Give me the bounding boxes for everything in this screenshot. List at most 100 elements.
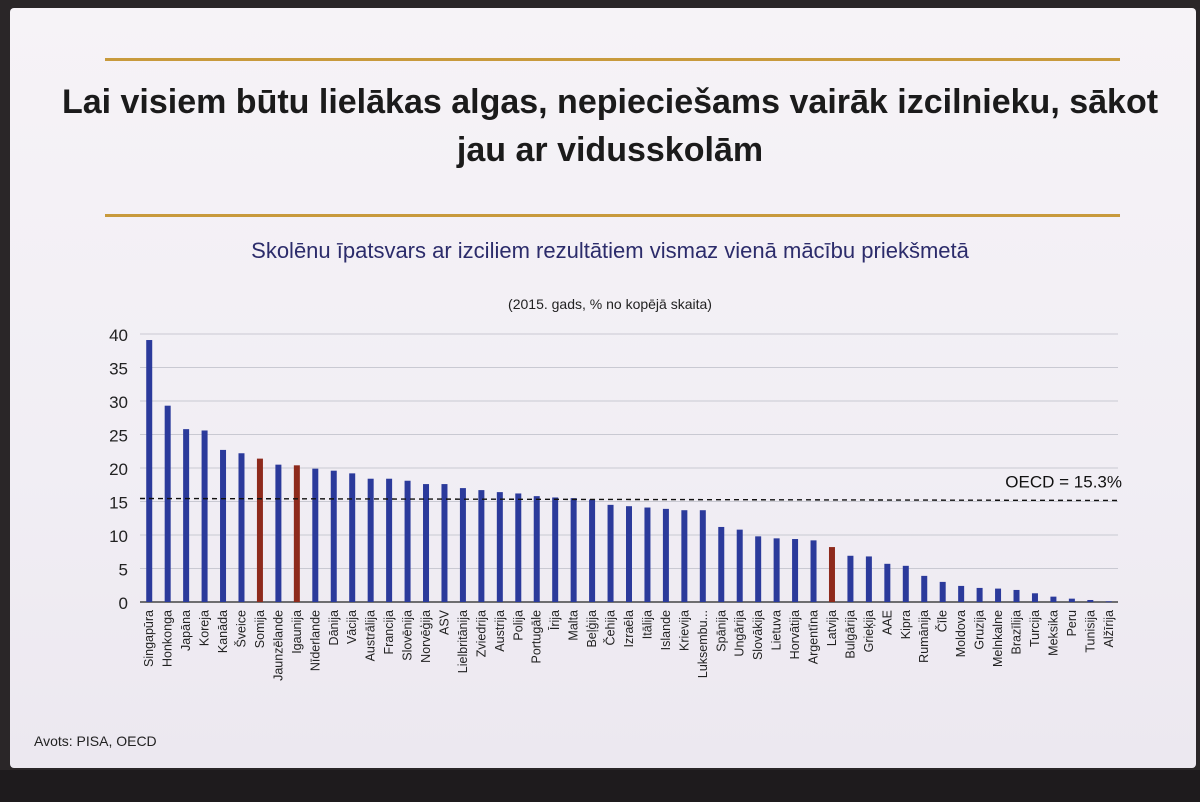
bar bbox=[828, 547, 835, 602]
bar bbox=[718, 526, 725, 602]
category-label: Čehija bbox=[603, 610, 618, 645]
category-label: Japāna bbox=[179, 610, 193, 651]
category-label: Moldova bbox=[954, 610, 968, 657]
category-label: Itālija bbox=[640, 610, 654, 639]
slide-title: Lai visiem būtu lielākas algas, nepiecie… bbox=[61, 83, 1159, 169]
category-label: AAE bbox=[880, 610, 894, 635]
slide bbox=[10, 8, 1196, 768]
bar bbox=[183, 429, 190, 602]
bar bbox=[423, 484, 430, 602]
bar bbox=[1013, 589, 1020, 602]
category-label: Horvātija bbox=[788, 610, 802, 659]
category-label: Melnkalne bbox=[991, 610, 1005, 667]
bar bbox=[626, 506, 632, 602]
y-tick-label: 20 bbox=[109, 460, 128, 479]
category-label: Zviedrija bbox=[474, 610, 488, 657]
chart-note: (2015. gads, % no kopējā skaita) bbox=[508, 296, 712, 312]
screen-edge bbox=[0, 770, 1200, 802]
bar bbox=[976, 587, 983, 602]
bar bbox=[349, 473, 356, 602]
bar bbox=[201, 430, 208, 602]
bar bbox=[220, 449, 227, 602]
bar bbox=[1068, 598, 1075, 602]
category-label: Koreja bbox=[198, 610, 212, 646]
bar bbox=[902, 565, 909, 602]
category-label: Īrija bbox=[548, 610, 562, 630]
bar bbox=[441, 484, 448, 602]
category-label: Vācija bbox=[345, 610, 359, 644]
bar bbox=[755, 536, 762, 602]
bar bbox=[607, 504, 614, 602]
y-tick-label: 30 bbox=[109, 393, 128, 412]
category-label: Islande bbox=[659, 610, 673, 650]
bar bbox=[275, 464, 282, 602]
category-label: Izraēla bbox=[622, 610, 636, 648]
bar bbox=[1050, 596, 1057, 602]
category-label: Igaunija bbox=[290, 610, 304, 654]
category-label: Malta bbox=[567, 610, 581, 641]
bar bbox=[1087, 599, 1094, 602]
category-label: Lietuva bbox=[770, 610, 784, 650]
bar bbox=[312, 468, 319, 602]
category-label: Portugāle bbox=[530, 610, 544, 664]
category-label: Francija bbox=[382, 610, 396, 655]
bar bbox=[1105, 601, 1112, 603]
bar bbox=[367, 478, 374, 602]
bar bbox=[773, 538, 780, 602]
category-label: Gruzija bbox=[973, 610, 987, 650]
bottom-rule bbox=[105, 214, 1120, 217]
category-label: Slovākija bbox=[751, 610, 765, 660]
category-label: Austrālija bbox=[364, 610, 378, 661]
category-label: Bulgārija bbox=[843, 610, 857, 659]
oecd-reference-line bbox=[139, 497, 1119, 502]
y-tick-label: 25 bbox=[109, 427, 128, 446]
y-tick-label: 10 bbox=[109, 527, 128, 546]
bar bbox=[459, 488, 466, 602]
bar bbox=[1031, 593, 1038, 602]
category-label: Polija bbox=[511, 610, 525, 641]
bar bbox=[995, 588, 1002, 602]
bar bbox=[330, 470, 337, 602]
source-note: Avots: PISA, OECD bbox=[34, 733, 157, 749]
bar bbox=[238, 453, 245, 602]
category-label: Lielbritānija bbox=[456, 610, 470, 673]
bar bbox=[146, 340, 153, 602]
bar bbox=[681, 510, 688, 602]
bar bbox=[164, 405, 171, 602]
bar bbox=[939, 581, 946, 602]
category-label: Kipra bbox=[899, 610, 913, 639]
y-tick-label: 5 bbox=[119, 561, 128, 580]
bar bbox=[921, 575, 928, 602]
category-label: Honkonga bbox=[161, 610, 175, 667]
category-label: Nīderlande bbox=[308, 610, 322, 671]
bar bbox=[699, 510, 706, 602]
bar bbox=[662, 508, 669, 602]
category-label: Tunisija bbox=[1083, 610, 1097, 653]
category-label: Argentīna bbox=[807, 610, 821, 664]
y-tick-label: 40 bbox=[109, 326, 128, 345]
bar bbox=[865, 556, 872, 602]
bar bbox=[884, 563, 891, 602]
bar bbox=[847, 555, 854, 602]
bar-chart: 0 5 10 15 20 25 30 35 40 Singapūra Honkonga Japāna K… bbox=[109, 326, 1122, 678]
bar bbox=[552, 497, 559, 602]
y-tick-label: 15 bbox=[109, 494, 128, 513]
category-label: Čīle bbox=[935, 610, 950, 632]
bar bbox=[293, 465, 300, 602]
category-label: Beļģija bbox=[585, 610, 599, 648]
bar bbox=[478, 490, 485, 602]
bar bbox=[589, 499, 596, 602]
category-label: Slovēnija bbox=[401, 610, 415, 661]
category-label: Peru bbox=[1065, 610, 1079, 636]
y-tick-label: 35 bbox=[109, 360, 128, 379]
category-label: ASV bbox=[437, 609, 451, 635]
bar bbox=[958, 585, 965, 602]
category-label: Luksembu... bbox=[696, 610, 710, 678]
category-label: Krievija bbox=[677, 610, 691, 651]
category-label: Meksika bbox=[1046, 610, 1060, 656]
category-label: Latvija bbox=[825, 610, 839, 646]
bar bbox=[533, 496, 540, 602]
chart-subtitle: Skolēnu īpatsvars ar izciliem rezultātie… bbox=[251, 238, 969, 263]
bar bbox=[736, 529, 743, 602]
top-rule bbox=[105, 58, 1120, 61]
